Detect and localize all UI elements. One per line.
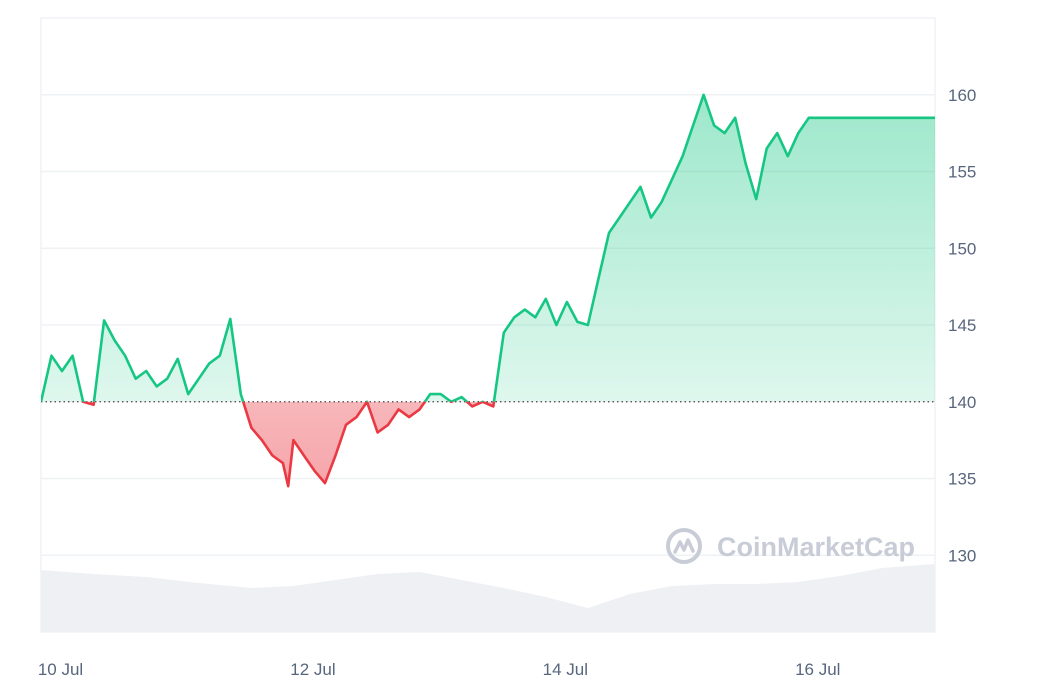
y-axis: 130 135 140 145 150 155 160 xyxy=(948,86,976,566)
price-line-below-baseline xyxy=(41,401,496,488)
y-tick-label: 140 xyxy=(948,393,976,412)
volume-area-shape xyxy=(41,564,935,632)
watermark: CoinMarketCap xyxy=(666,528,915,564)
watermark-text: CoinMarketCap xyxy=(717,532,915,562)
x-tick-label: 12 Jul xyxy=(290,660,335,679)
x-tick-label: 16 Jul xyxy=(795,660,840,679)
y-tick-label: 155 xyxy=(948,163,976,182)
y-tick-label: 145 xyxy=(948,316,976,335)
area-fill-above-baseline xyxy=(41,94,935,402)
y-tick-label: 135 xyxy=(948,470,976,489)
coinmarketcap-logo-icon xyxy=(666,528,702,564)
y-tick-label: 160 xyxy=(948,86,976,105)
volume-area xyxy=(41,564,935,632)
x-tick-label: 10 Jul xyxy=(38,660,83,679)
y-tick-label: 150 xyxy=(948,239,976,258)
x-axis: 10 Jul 12 Jul 14 Jul 16 Jul xyxy=(38,660,841,679)
price-area-fill xyxy=(41,94,935,487)
price-line-above-baseline xyxy=(41,93,935,402)
x-tick-label: 14 Jul xyxy=(543,660,588,679)
y-tick-label: 130 xyxy=(948,546,976,565)
price-line xyxy=(41,93,935,488)
area-fill-below-baseline xyxy=(41,401,935,487)
